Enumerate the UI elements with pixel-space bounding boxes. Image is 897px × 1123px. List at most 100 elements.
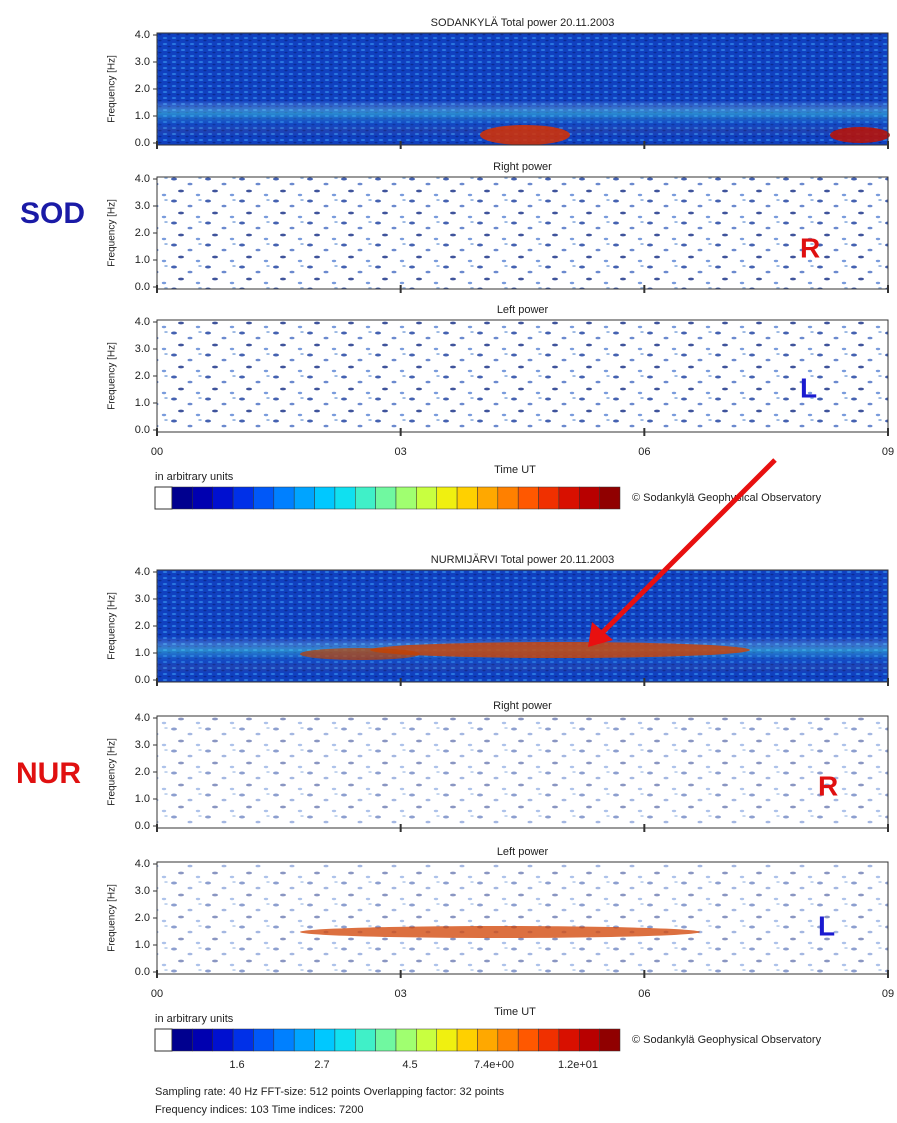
y-tick-label: 4.0 <box>135 858 150 870</box>
colorbar-cell <box>154 1028 173 1052</box>
station-label: NUR <box>16 757 81 790</box>
y-tick-label: 2.0 <box>135 370 150 382</box>
colorbar-label: 2.7 <box>314 1059 329 1071</box>
y-axis-label: Frequency [Hz] <box>107 55 118 123</box>
colorbar-cell <box>192 486 213 510</box>
arrow-head <box>588 622 613 647</box>
y-tick-label: 0.0 <box>135 674 150 686</box>
colorbar-cell <box>497 1028 519 1052</box>
y-tick-label: 1.0 <box>135 254 150 266</box>
colorbar-cell <box>232 1028 254 1052</box>
y-axis-label: Frequency [Hz] <box>107 738 118 806</box>
y-axis-label: Frequency [Hz] <box>107 342 118 410</box>
colorbar-cell <box>314 486 336 510</box>
colorbar-cell <box>334 1028 356 1052</box>
colorbar-cell <box>416 486 437 510</box>
credit: © Sodankylä Geophysical Observatory <box>632 492 822 504</box>
colorbar-cell <box>558 1028 580 1052</box>
spectrogram <box>157 862 888 974</box>
colorbar-title: in arbitrary units <box>155 471 234 483</box>
colorbar-crop <box>150 516 630 556</box>
colorbar-label: 1.6 <box>229 1059 244 1071</box>
panel-marker: L <box>800 372 817 403</box>
y-tick-label: 0.0 <box>135 966 150 978</box>
x-tick-label: 06 <box>638 446 650 458</box>
y-tick-label: 4.0 <box>135 173 150 185</box>
colorbar-cell <box>253 486 275 510</box>
y-axis-label: Frequency [Hz] <box>107 199 118 267</box>
colorbar-cell <box>192 1028 213 1052</box>
spectrogram-band <box>157 570 888 682</box>
y-tick-label: 2.0 <box>135 766 150 778</box>
panel-title: Right power <box>493 161 552 173</box>
colorbar-cell <box>355 1028 376 1052</box>
panel-marker: R <box>818 770 838 801</box>
colorbar-cell <box>273 486 295 510</box>
panel-title: Left power <box>497 304 549 316</box>
colorbar-cell <box>273 1028 295 1052</box>
panel-marker: L <box>818 910 835 941</box>
panel-marker: R <box>800 232 820 263</box>
colorbar-cell <box>355 486 376 510</box>
colorbar-cell <box>253 1028 275 1052</box>
colorbar-cell <box>517 1028 539 1052</box>
y-tick-label: 3.0 <box>135 56 150 68</box>
spectrogram <box>157 177 888 289</box>
y-tick-label: 4.0 <box>135 712 150 724</box>
colorbar-label: 7.4e+00 <box>474 1059 514 1071</box>
spectrogram-patch <box>300 926 700 938</box>
colorbar-cell <box>416 1028 437 1052</box>
colorbar-cell <box>599 486 621 510</box>
colorbar-cell <box>171 486 193 510</box>
y-tick-label: 4.0 <box>135 566 150 578</box>
colorbar-cell <box>212 486 234 510</box>
colorbar-cell <box>477 1028 499 1052</box>
footer-text: Sampling rate: 40 Hz FFT-size: 512 point… <box>155 1086 505 1098</box>
spectrogram <box>157 320 888 432</box>
y-tick-label: 0.0 <box>135 137 150 149</box>
panel-title: SODANKYLÄ Total power 20.11.2003 <box>431 17 615 29</box>
colorbar-cell <box>334 486 356 510</box>
y-tick-label: 2.0 <box>135 620 150 632</box>
spectrogram <box>157 716 888 828</box>
y-tick-label: 1.0 <box>135 397 150 409</box>
y-axis-label: Frequency [Hz] <box>107 592 118 660</box>
credit: © Sodankylä Geophysical Observatory <box>632 1034 822 1046</box>
spectrogram-patch <box>370 642 750 658</box>
y-tick-label: 3.0 <box>135 593 150 605</box>
spectrogram-patch <box>830 127 890 143</box>
panel-title: NURMIJÄRVI Total power 20.11.2003 <box>431 554 614 566</box>
colorbar-cell <box>154 486 173 510</box>
y-tick-label: 0.0 <box>135 281 150 293</box>
footer-text: Frequency indices: 103 Time indices: 720… <box>155 1104 364 1116</box>
y-tick-label: 3.0 <box>135 200 150 212</box>
y-tick-label: 3.0 <box>135 343 150 355</box>
y-tick-label: 1.0 <box>135 793 150 805</box>
colorbar-cell <box>436 486 458 510</box>
y-tick-label: 3.0 <box>135 739 150 751</box>
colorbar-cell <box>497 486 519 510</box>
arrow <box>596 458 777 639</box>
x-axis-label: Time UT <box>494 1006 536 1018</box>
colorbar-cell <box>395 1028 417 1052</box>
y-tick-label: 1.0 <box>135 647 150 659</box>
colorbar-cell <box>477 486 499 510</box>
panel-title: Left power <box>497 846 549 858</box>
colorbar-cell <box>579 486 600 510</box>
colorbar-cell <box>517 486 539 510</box>
y-tick-label: 2.0 <box>135 83 150 95</box>
y-tick-label: 0.0 <box>135 820 150 832</box>
panel-title: Right power <box>493 700 552 712</box>
colorbar-cell <box>538 1028 560 1052</box>
station-label: SOD <box>20 197 85 230</box>
colorbar-cell <box>599 1028 621 1052</box>
x-tick-label: 06 <box>638 988 650 1000</box>
colorbar-cell <box>375 1028 397 1052</box>
spectrogram-patch <box>480 125 570 145</box>
colorbar-title: in arbitrary units <box>155 1013 234 1025</box>
x-tick-label: 09 <box>882 988 894 1000</box>
y-axis-label: Frequency [Hz] <box>107 884 118 952</box>
colorbar-cell <box>456 486 478 510</box>
y-tick-label: 4.0 <box>135 316 150 328</box>
y-tick-label: 2.0 <box>135 227 150 239</box>
